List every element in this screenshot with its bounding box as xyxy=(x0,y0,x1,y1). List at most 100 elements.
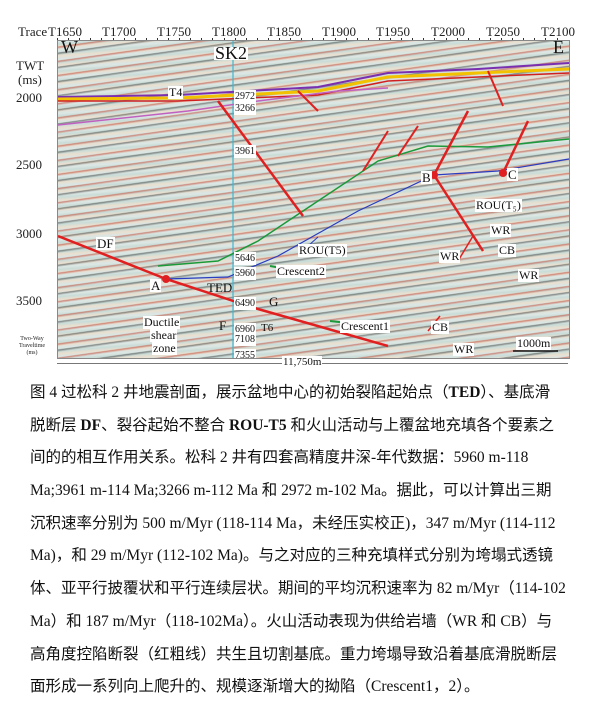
wr-label: WR xyxy=(439,249,461,263)
twt-tick: 2000 xyxy=(16,90,42,105)
caption-text: 高角度控陷断裂（红粗线）共生且切割基底。重力垮塌导致沿着基底滑脱断层 xyxy=(30,645,558,663)
twt-tick: 3500 xyxy=(16,293,42,308)
point-c xyxy=(499,169,507,177)
f-label: F xyxy=(219,318,227,333)
horizon-red xyxy=(58,72,569,102)
caption-text: 沉积速率分别为 500 m/Myr (118-114 Ma，未经压实校正)，34… xyxy=(30,514,556,532)
trace-tick-label: T2000 xyxy=(431,24,465,39)
caption-text: ）、基底滑 xyxy=(480,384,551,401)
depth-label: 7355 xyxy=(234,349,256,358)
east-label: E xyxy=(553,40,564,57)
caption-text: 间的的相互作用关系。松科 2 井有四套高精度井深-年代数据：5960 m-118 xyxy=(30,449,529,467)
fault xyxy=(397,125,419,157)
detachment-fault-df xyxy=(58,234,389,348)
df-label: DF xyxy=(96,236,115,251)
caption-text: 脱断层 xyxy=(30,416,81,434)
twt-tick: 2500 xyxy=(16,157,42,172)
trace-tick-label: T1850 xyxy=(267,24,301,39)
trace-tick-label: T1650 xyxy=(48,24,82,39)
caption-text: TED xyxy=(448,384,481,401)
fault xyxy=(487,70,504,107)
twt-label: TWT xyxy=(16,58,45,73)
caption-text: 面形成一系列向上爬升的、规模逐渐增大的拗陷（Crescent1，2）。 xyxy=(30,678,480,696)
t6-label: T6 xyxy=(261,322,274,334)
point-a xyxy=(162,275,170,283)
fault xyxy=(216,100,305,217)
caption-line: Ma）和 187 m/Myr（118-102Ma）。火山活动表现为供给岩墙（WR… xyxy=(30,610,575,643)
caption-text: Ma)，和 29 m/Myr (112-102 Ma)。与之对应的三种充填样式分… xyxy=(30,547,553,565)
t4-label: T4 xyxy=(168,85,184,99)
caption-text: Ma;3961 m-114 Ma;3266 m-112 Ma 和 2972 m-… xyxy=(30,482,552,500)
trace-label: Trace xyxy=(18,24,48,39)
twt-tick: 3000 xyxy=(16,226,42,241)
ductile-label: Ductile xyxy=(143,315,181,329)
seismic-figure: Trace T1650 T1700 T1750 T1800 T1850 T1900 T195… xyxy=(16,24,575,369)
depth-label: 6490 xyxy=(234,297,256,310)
horizon-pink xyxy=(58,87,389,126)
interpretation-overlay xyxy=(58,41,569,358)
wr-label: WR xyxy=(490,223,512,237)
fault xyxy=(432,174,485,252)
caption-text: Ma）和 187 m/Myr（118-102Ma）。火山活动表现为供给岩墙（WR… xyxy=(30,612,553,630)
trace-tick-label: T1900 xyxy=(322,24,356,39)
caption-line: Ma;3961 m-114 Ma;3266 m-112 Ma 和 2972 m-… xyxy=(30,479,575,512)
section-length-label: 11,750m xyxy=(282,356,323,369)
depth-label: 5646 xyxy=(234,252,256,265)
fault xyxy=(297,90,319,112)
caption-line: 间的的相互作用关系。松科 2 井有四套高精度井深-年代数据：5960 m-118 xyxy=(30,446,575,479)
caption-text: 图 4 过松科 2 井地震剖面，展示盆地中心的初始裂陷起始点（ xyxy=(30,384,449,401)
ted-label: TED xyxy=(207,280,233,295)
cb-label: CB xyxy=(431,320,450,334)
caption-line: 沉积速率分别为 500 m/Myr (118-114 Ma，未经压实校正)，34… xyxy=(30,512,575,545)
caption-line: 图 4 过松科 2 井地震剖面，展示盆地中心的初始裂陷起始点（TED）、基底滑 xyxy=(30,381,575,414)
trace-tick-label: T1950 xyxy=(376,24,410,39)
trace-tick-label: T1800 xyxy=(212,24,246,39)
depth-label: 3961 xyxy=(234,145,256,158)
caption-line: Ma)，和 29 m/Myr (112-102 Ma)。与之对应的三种充填样式分… xyxy=(30,544,575,577)
rou-t-label: ROU(T₅) xyxy=(475,198,522,212)
fault xyxy=(432,110,470,176)
depth-label: 6960 xyxy=(234,323,256,336)
well-label: SK2 xyxy=(214,43,249,63)
caption-line: 面形成一系列向上爬升的、规模逐渐增大的拗陷（Crescent1，2）。 xyxy=(30,675,575,708)
trace-tick-label: T2050 xyxy=(486,24,520,39)
caption-line: 体、亚平行披覆状和平行连续层状。期间的平均沉积速率为 82 m/Myr（114-… xyxy=(30,577,575,610)
scale-bar-label: 1000m xyxy=(516,336,552,350)
g-label: G xyxy=(269,294,279,309)
crescent1-label: Crescent1 xyxy=(340,319,390,333)
depth-label: 5960 xyxy=(234,267,256,280)
wr-label: WR xyxy=(518,268,540,282)
depth-label: 3266 xyxy=(234,102,256,115)
b-label: B xyxy=(421,170,432,185)
cb-arrow xyxy=(457,235,474,262)
trace-tick-label: T1700 xyxy=(102,24,136,39)
shear-label: shear xyxy=(150,328,178,342)
twt-footer: Two-Way Traveltime (ms) xyxy=(18,336,46,356)
horizon-rou-t5 xyxy=(165,158,569,280)
depth-label: 7108 xyxy=(234,333,256,346)
trace-tick-label: T1750 xyxy=(157,24,191,39)
caption-text: DF xyxy=(80,416,102,434)
caption-text: ROU-T5 xyxy=(228,416,287,434)
depth-label: 2972 xyxy=(234,90,256,103)
rou-t5-label: ROU(T5) xyxy=(298,243,347,257)
caption-text: 和火山活动与上覆盆地充填各个要素之 xyxy=(286,416,555,434)
horizon-t4 xyxy=(58,67,569,101)
a-label: A xyxy=(150,278,162,293)
caption-line: 脱断层 DF、裂谷起始不整合 ROU-T5 和火山活动与上覆盆地充填各个要素之 xyxy=(30,414,575,447)
caption-text: 体、亚平行披覆状和平行连续层状。期间的平均沉积速率为 82 m/Myr（114-… xyxy=(30,580,566,598)
seismic-section: W E SK2 T4 2972 3266 3961 5646 5960 6490… xyxy=(57,40,570,359)
caption-text: 、裂谷起始不整合 xyxy=(101,416,229,434)
fault xyxy=(362,130,389,172)
trace-tick-label: T2100 xyxy=(541,24,575,39)
cb-label: CB xyxy=(498,243,517,257)
crescent2-label: Crescent2 xyxy=(276,264,326,278)
west-label: W xyxy=(61,40,78,57)
zone-label: zone xyxy=(152,341,177,355)
point-b xyxy=(430,171,438,179)
horizon-purple xyxy=(58,62,569,98)
figure-caption: 图 4 过松科 2 井地震剖面，展示盆地中心的初始裂陷起始点（TED）、基底滑脱… xyxy=(30,381,575,708)
fault xyxy=(501,120,530,174)
horizon-green xyxy=(157,138,569,267)
wr-label: WR xyxy=(453,342,475,356)
